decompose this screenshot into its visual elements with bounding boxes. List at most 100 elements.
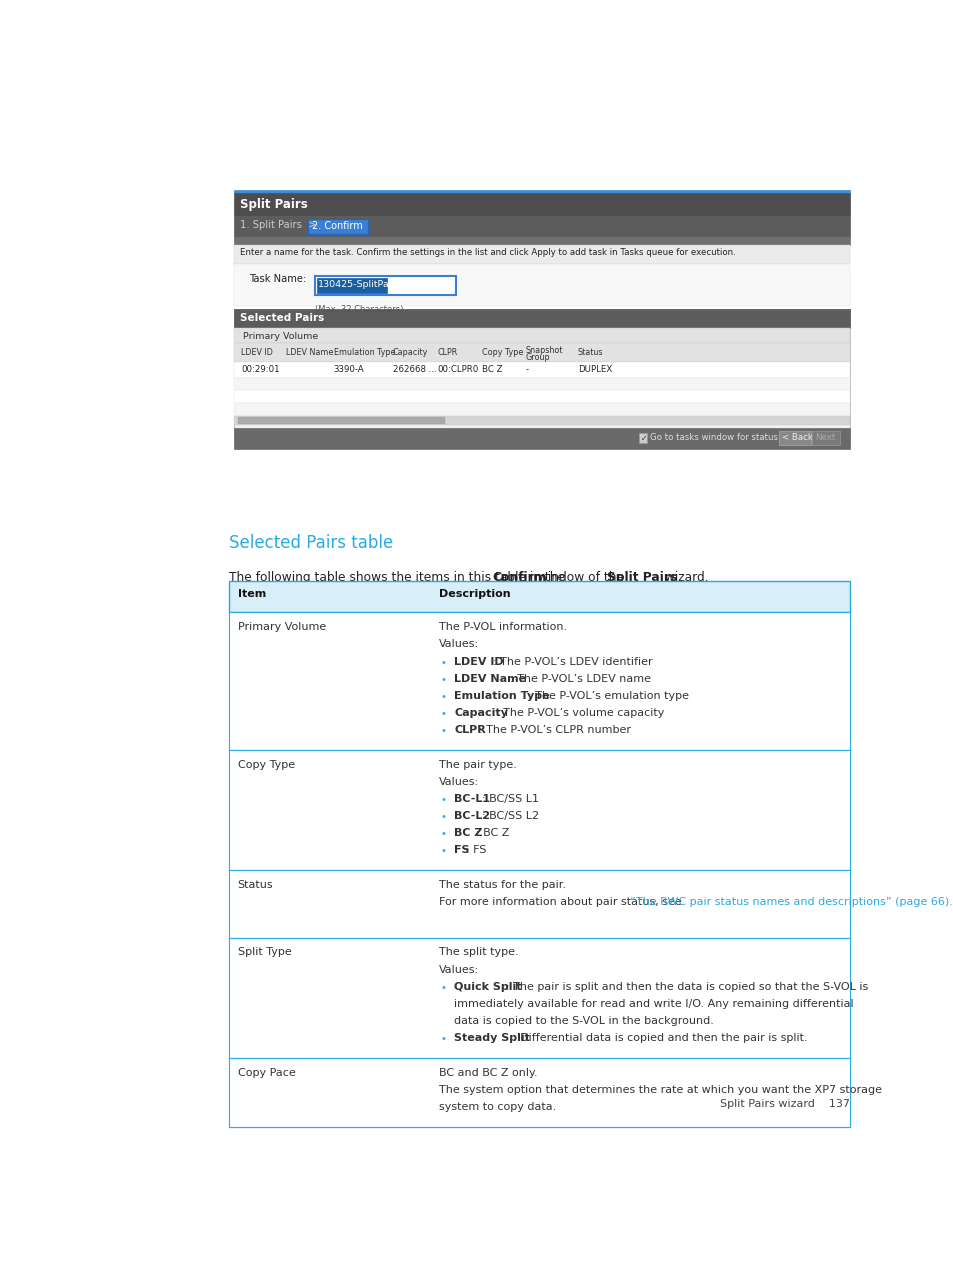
Text: Steady Split: Steady Split: [454, 1033, 530, 1043]
Bar: [308, 219, 368, 234]
Text: BC-L2: BC-L2: [454, 811, 490, 821]
Text: LDEV ID: LDEV ID: [241, 348, 273, 357]
Bar: [314, 276, 456, 295]
Text: FS: FS: [454, 845, 469, 855]
Bar: [233, 309, 849, 441]
Text: Values:: Values:: [439, 965, 479, 975]
Text: Primary Volume: Primary Volume: [242, 332, 317, 341]
Text: Selected Pairs: Selected Pairs: [239, 313, 324, 323]
Text: Go to tasks window for status: Go to tasks window for status: [649, 433, 778, 442]
Bar: [229, 750, 849, 871]
Text: 00:29:01: 00:29:01: [241, 365, 279, 374]
Text: Status: Status: [237, 880, 273, 890]
Bar: [779, 431, 810, 445]
Text: DUPLEX: DUPLEX: [577, 365, 611, 374]
Text: •: •: [440, 982, 446, 993]
Text: LDEV Name: LDEV Name: [285, 348, 333, 357]
Text: : The P-VOL’s emulation type: : The P-VOL’s emulation type: [528, 691, 689, 700]
Text: Values:: Values:: [439, 777, 479, 787]
Text: CLPR: CLPR: [454, 724, 485, 735]
Text: Emulation Type: Emulation Type: [454, 691, 549, 700]
Text: Group: Group: [525, 353, 550, 362]
Text: Description: Description: [439, 588, 511, 599]
Text: : The P-VOL’s LDEV identifier: : The P-VOL’s LDEV identifier: [492, 657, 652, 666]
Bar: [233, 403, 849, 416]
Text: data is copied to the S-VOL in the background.: data is copied to the S-VOL in the backg…: [454, 1016, 713, 1026]
Text: CLPR: CLPR: [436, 348, 456, 357]
Text: wizard.: wizard.: [660, 572, 708, 585]
Bar: [639, 433, 646, 444]
Text: : Differential data is copied and then the pair is split.: : Differential data is copied and then t…: [513, 1033, 807, 1043]
Text: Next: Next: [814, 433, 835, 442]
Bar: [229, 613, 849, 750]
Text: •: •: [440, 691, 446, 702]
Text: 00:CLPR0: 00:CLPR0: [436, 365, 477, 374]
Text: : BC/SS L1: : BC/SS L1: [481, 794, 538, 805]
Text: The pair type.: The pair type.: [439, 760, 517, 770]
Text: “The RWC pair status names and descriptions” (page 66).: “The RWC pair status names and descripti…: [630, 897, 952, 907]
Text: : The P-VOL’s CLPR number: : The P-VOL’s CLPR number: [478, 724, 630, 735]
Text: 262668 ...: 262668 ...: [393, 365, 436, 374]
Text: The split type.: The split type.: [439, 947, 518, 957]
Text: Split Pairs wizard    137: Split Pairs wizard 137: [719, 1099, 849, 1108]
Text: Item: Item: [237, 588, 266, 599]
Text: immediately available for read and write I/O. Any remaining differential: immediately available for read and write…: [454, 999, 853, 1009]
Bar: [316, 278, 387, 294]
Bar: [233, 328, 849, 343]
Bar: [811, 431, 840, 445]
Text: Copy Type: Copy Type: [481, 348, 522, 357]
Bar: [233, 390, 849, 403]
Text: •: •: [440, 796, 446, 805]
Text: : The P-VOL’s LDEV name: : The P-VOL’s LDEV name: [510, 674, 650, 684]
Text: •: •: [440, 812, 446, 822]
Text: BC and BC Z only.: BC and BC Z only.: [439, 1068, 537, 1078]
Text: LDEV Name: LDEV Name: [454, 674, 526, 684]
Bar: [233, 264, 849, 306]
Text: BC-L1: BC-L1: [454, 794, 490, 805]
Bar: [229, 1057, 849, 1127]
Text: •: •: [440, 1035, 446, 1043]
Text: Capacity: Capacity: [454, 708, 508, 718]
Text: For more information about pair status, see: For more information about pair status, …: [439, 897, 685, 907]
Text: 130425-SplitPairs: 130425-SplitPairs: [317, 280, 401, 289]
Bar: [233, 244, 849, 264]
Bar: [233, 309, 849, 328]
Text: Copy Type: Copy Type: [237, 760, 294, 770]
Bar: [233, 416, 849, 425]
Text: The system option that determines the rate at which you want the XP7 storage: The system option that determines the ra…: [439, 1085, 882, 1094]
Text: BC Z: BC Z: [481, 365, 501, 374]
Text: Values:: Values:: [439, 639, 479, 649]
Bar: [233, 189, 849, 193]
Text: •: •: [440, 829, 446, 839]
Text: : BC/SS L2: : BC/SS L2: [481, 811, 538, 821]
Text: 3390-A: 3390-A: [334, 365, 364, 374]
Bar: [233, 427, 849, 449]
Text: Selected Pairs table: Selected Pairs table: [229, 534, 393, 552]
Text: Emulation Type: Emulation Type: [334, 348, 395, 357]
Text: The status for the pair.: The status for the pair.: [439, 880, 566, 890]
Bar: [233, 236, 849, 244]
Text: : The pair is split and then the data is copied so that the S-VOL is: : The pair is split and then the data is…: [506, 981, 868, 991]
Text: The P-VOL information.: The P-VOL information.: [439, 623, 567, 632]
Text: Split Pairs: Split Pairs: [239, 197, 307, 211]
Text: Capacity: Capacity: [393, 348, 428, 357]
Bar: [233, 343, 849, 362]
Text: Copy Pace: Copy Pace: [237, 1068, 295, 1078]
Bar: [233, 216, 849, 236]
Text: -: -: [525, 365, 529, 374]
Text: Status: Status: [577, 348, 602, 357]
Text: •: •: [440, 726, 446, 736]
Text: (Max. 32 Characters): (Max. 32 Characters): [314, 305, 403, 314]
Text: window of the: window of the: [534, 572, 627, 585]
Bar: [238, 417, 445, 423]
Text: : BC Z: : BC Z: [476, 829, 509, 839]
Text: Snapshot: Snapshot: [525, 346, 563, 356]
Text: 2. Confirm: 2. Confirm: [312, 221, 362, 231]
Text: Confirm: Confirm: [492, 572, 546, 585]
Text: Primary Volume: Primary Volume: [237, 623, 326, 632]
Bar: [229, 938, 849, 1057]
Text: system to copy data.: system to copy data.: [439, 1102, 556, 1112]
Text: Split Type: Split Type: [237, 947, 291, 957]
Text: •: •: [440, 675, 446, 685]
Text: Quick Split: Quick Split: [454, 981, 521, 991]
